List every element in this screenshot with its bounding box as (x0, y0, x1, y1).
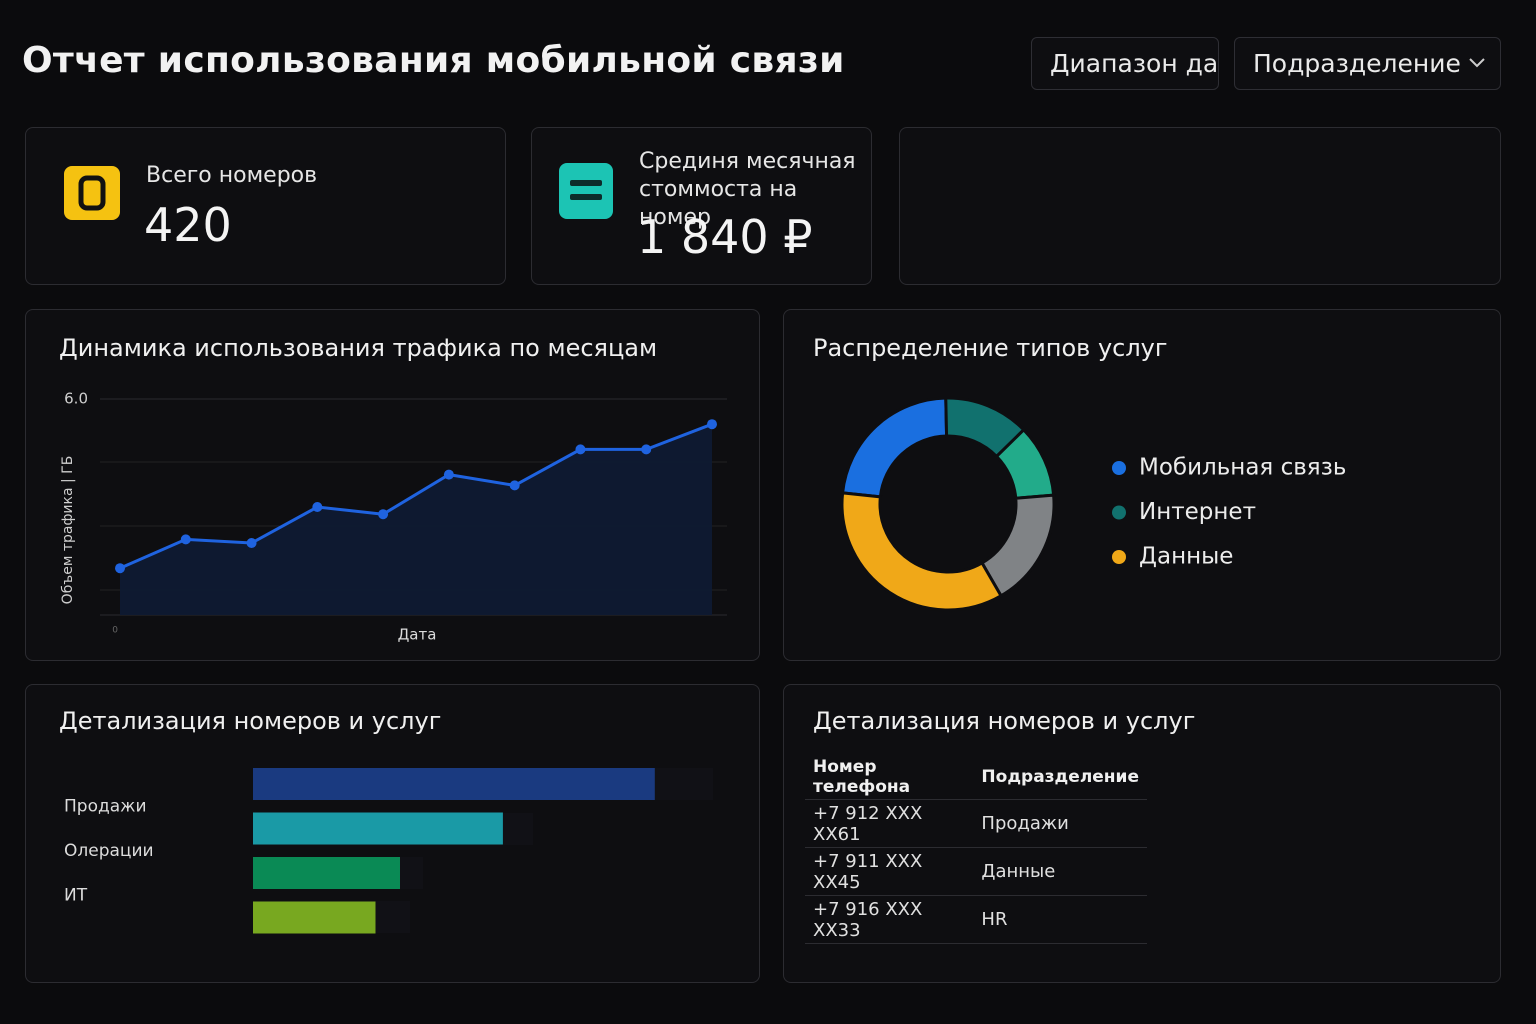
page-title: Отчет использования мобильной связи (22, 40, 845, 81)
kpi-card: Срединя месячная стоммоста на номер 1 84… (531, 127, 872, 285)
kpi-value: 420 (144, 198, 232, 252)
kpi-label: Срединя месячная стоммоста на номер (639, 149, 856, 230)
card-title: Детализация номеров и услуг (813, 707, 1196, 735)
card-title: Распределение типов услуг (813, 334, 1168, 362)
table-cell: +7 916 XXX XX33 (805, 895, 974, 944)
column-header: Номер телефона (805, 755, 974, 800)
table-cell: +7 912 XXX XX61 (805, 799, 974, 848)
table-row: +7 912 XXX XX61 Продажи (805, 799, 1147, 848)
table-row: +7 916 XXX XX33 HR (805, 895, 1147, 944)
kpi-value: 1 840 ₽ (637, 210, 813, 264)
table-cell: Продажи (973, 799, 1147, 848)
table-card: Детализация номеров и услуг Номер телефо… (783, 684, 1501, 983)
line-chart-card: Динамика использования трафика по месяца… (25, 309, 760, 661)
column-header: Подразделение (973, 755, 1147, 800)
dropdown-label: Подразделение (1253, 49, 1461, 78)
pie-chart-card: Распределение типов услуг (783, 309, 1501, 661)
card-title: Детализация номеров и услуг (59, 707, 442, 735)
department-dropdown[interactable]: Подразделение (1234, 37, 1501, 90)
date-range-button[interactable]: Диапазон дат (1031, 37, 1219, 90)
table-cell: Данные (973, 847, 1147, 896)
table-cell: +7 911 XXX XX45 (805, 847, 974, 896)
table-header-row: Номер телефона Подразделение (805, 755, 1147, 800)
table-row: +7 911 XXX XX45 Данные (805, 847, 1147, 896)
kpi-icon (64, 166, 120, 220)
kpi-card: Всего номеров 420 (25, 127, 506, 285)
bar-chart-card: Детализация номеров и услуг (25, 684, 760, 983)
kpi-label: Всего номеров (146, 163, 318, 188)
card-title: Динамика использования трафика по месяца… (59, 334, 658, 362)
table-cell: HR (973, 895, 1147, 944)
detail-table: Номер телефона Подразделение +7 912 XXX … (805, 755, 1147, 944)
empty-card (899, 127, 1501, 285)
chevron-icon (1469, 58, 1485, 68)
kpi-icon (559, 163, 613, 219)
